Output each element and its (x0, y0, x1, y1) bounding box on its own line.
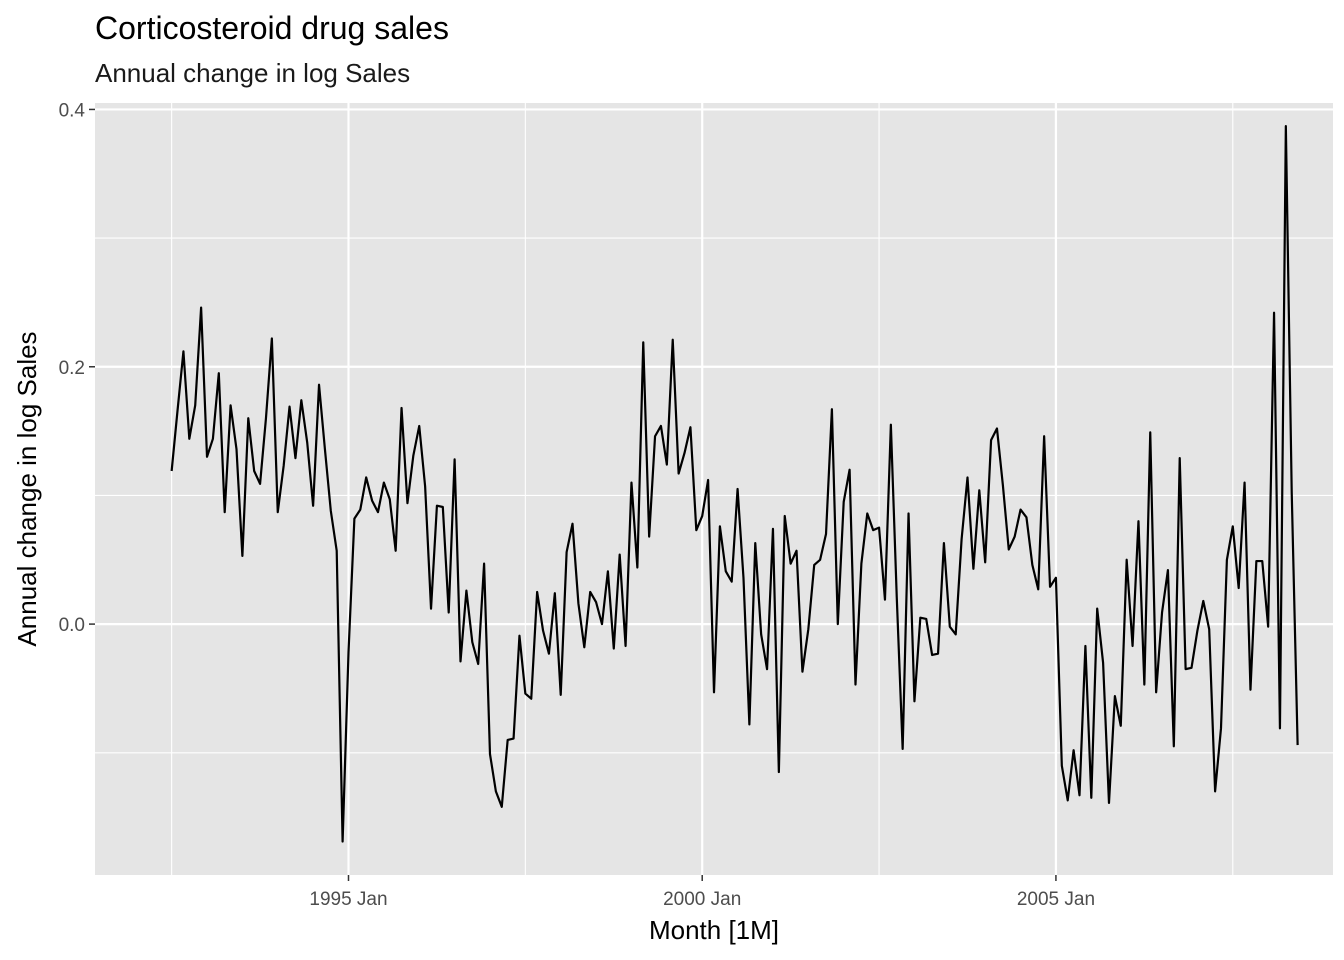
x-axis: 1995 Jan 2000 Jan 2005 Jan (309, 875, 1095, 910)
x-axis-title: Month [1M] (649, 915, 779, 945)
x-tick-label: 2005 Jan (1017, 889, 1095, 910)
plot-panel (95, 103, 1333, 875)
y-axis-title: Annual change in log Sales (12, 331, 42, 646)
chart-title: Corticosteroid drug sales (95, 10, 449, 46)
y-tick-label: 0.4 (59, 100, 86, 121)
minor-gridlines (95, 103, 1333, 875)
x-tick-label: 2000 Jan (663, 889, 741, 910)
y-tick-label: 0.0 (59, 615, 85, 636)
y-axis: 0.0 0.2 0.4 (59, 100, 95, 636)
major-gridlines (95, 103, 1333, 875)
series-layer (170, 125, 1299, 843)
chart-subtitle: Annual change in log Sales (95, 58, 411, 88)
y-tick-label: 0.2 (59, 358, 85, 379)
series-line (170, 125, 1299, 843)
x-tick-label: 1995 Jan (309, 889, 387, 910)
